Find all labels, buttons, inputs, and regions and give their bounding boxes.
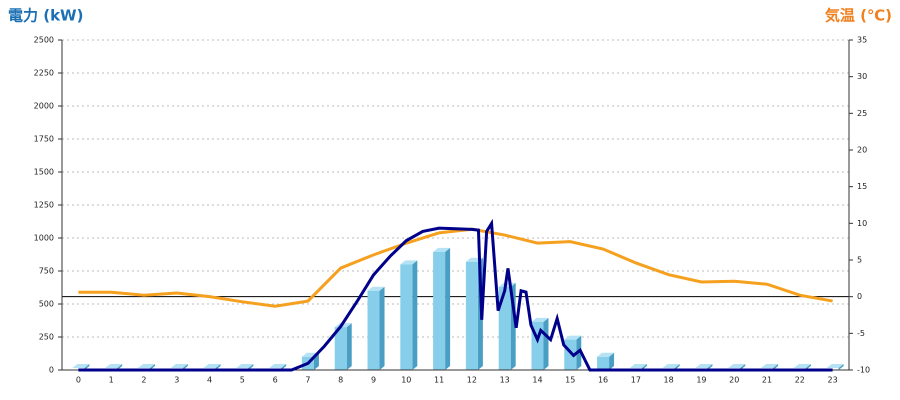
x-tick-label: 20 — [729, 376, 739, 385]
x-tick-label: 17 — [631, 376, 641, 385]
y-tick-label: 1750 — [34, 135, 54, 144]
bar-top — [531, 317, 549, 322]
x-tick-label: 23 — [828, 376, 838, 385]
y-axis-title: 電力 (kW) — [8, 7, 83, 25]
bar-top — [662, 364, 680, 368]
bar-top — [629, 364, 647, 368]
bar — [465, 261, 478, 370]
x-tick-label: 9 — [371, 376, 376, 385]
y2-tick-label: -5 — [857, 329, 865, 338]
bar-top — [400, 260, 418, 265]
bar — [498, 286, 511, 370]
bar-top — [761, 364, 779, 368]
bar-top — [695, 364, 713, 368]
y2-tick-label: 15 — [857, 182, 867, 191]
bar-top — [170, 364, 188, 368]
y-tick-label: 0 — [49, 366, 54, 375]
bar-top — [597, 352, 615, 357]
bar-side — [543, 317, 549, 370]
bar-top — [564, 335, 582, 340]
y-tick-label: 500 — [39, 300, 54, 309]
y2-tick-label: -10 — [857, 366, 870, 375]
bar-top — [793, 364, 811, 368]
y-tick-label: 1500 — [34, 168, 54, 177]
bar-top — [72, 364, 90, 368]
y2-tick-label: 25 — [857, 109, 867, 118]
x-tick-label: 16 — [598, 376, 608, 385]
x-tick-label: 3 — [174, 376, 179, 385]
x-tick-label: 22 — [795, 376, 805, 385]
temperature-line — [78, 227, 833, 308]
x-tick-label: 12 — [467, 376, 477, 385]
bar-side — [609, 352, 615, 370]
bar-side — [838, 364, 844, 370]
x-tick-label: 8 — [338, 376, 343, 385]
y2-axis-title: 気温 (℃) — [825, 7, 892, 25]
x-tick-label: 21 — [762, 376, 772, 385]
x-tick-label: 18 — [664, 376, 674, 385]
bar-top — [433, 247, 451, 252]
y2-tick-label: 20 — [857, 146, 867, 155]
x-tick-label: 10 — [401, 376, 411, 385]
y-tick-label: 2000 — [34, 102, 54, 111]
y2-tick-label: 35 — [857, 36, 867, 45]
bar-side — [346, 323, 352, 370]
y2-tick-label: 0 — [857, 292, 862, 301]
bar-top — [137, 364, 155, 368]
y-tick-label: 2250 — [34, 69, 54, 78]
y-tick-label: 750 — [39, 267, 54, 276]
x-tick-label: 14 — [532, 376, 542, 385]
bar-side — [379, 286, 385, 370]
x-tick-label: 0 — [76, 376, 81, 385]
y-tick-label: 1000 — [34, 234, 54, 243]
y-tick-label: 250 — [39, 333, 54, 342]
x-tick-label: 15 — [565, 376, 575, 385]
bar-top — [203, 364, 221, 368]
bar — [400, 264, 413, 370]
x-tick-label: 1 — [109, 376, 114, 385]
x-tick-label: 4 — [207, 376, 212, 385]
bar — [597, 356, 610, 370]
y-tick-label: 1250 — [34, 201, 54, 210]
x-tick-label: 19 — [696, 376, 706, 385]
bar — [433, 251, 446, 370]
y2-tick-label: 5 — [857, 256, 862, 265]
bar — [334, 327, 347, 370]
x-tick-label: 13 — [500, 376, 510, 385]
y-tick-label: 2500 — [34, 36, 54, 45]
x-tick-label: 5 — [240, 376, 245, 385]
bar — [367, 290, 380, 370]
y2-tick-label: 10 — [857, 219, 867, 228]
x-tick-label: 11 — [434, 376, 444, 385]
bar-top — [367, 286, 385, 291]
bar-top — [728, 364, 746, 368]
bar-top — [826, 364, 844, 368]
x-tick-label: 7 — [305, 376, 310, 385]
bar-side — [412, 260, 418, 370]
bar-top — [105, 364, 123, 368]
power-line — [78, 218, 833, 372]
bar-top — [269, 364, 287, 368]
bar-side — [445, 247, 451, 370]
bar-top — [236, 364, 254, 368]
y2-tick-label: 30 — [857, 72, 867, 81]
x-tick-label: 2 — [141, 376, 146, 385]
x-tick-label: 6 — [273, 376, 278, 385]
